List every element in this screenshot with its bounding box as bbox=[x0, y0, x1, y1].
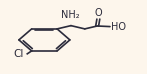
Text: O: O bbox=[95, 8, 102, 18]
Text: Cl: Cl bbox=[13, 49, 24, 59]
Text: HO: HO bbox=[111, 22, 126, 32]
Text: NH₂: NH₂ bbox=[61, 10, 80, 20]
